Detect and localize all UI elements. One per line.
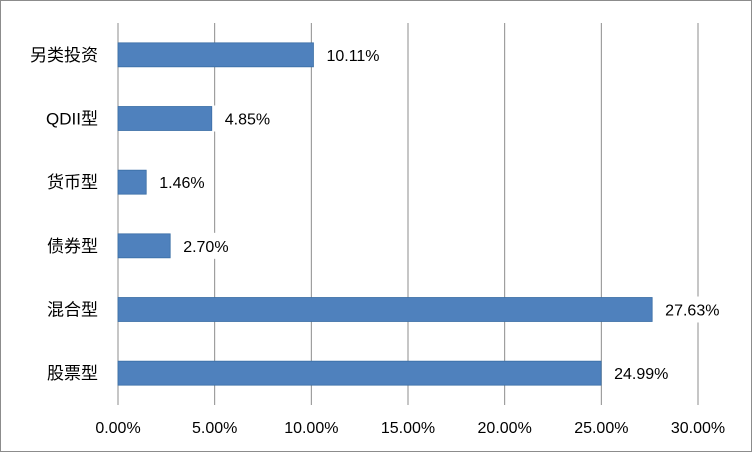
- x-tick-label: 20.00%: [478, 420, 532, 437]
- category-label: 债券型: [47, 237, 98, 256]
- x-tick-label: 10.00%: [284, 420, 338, 437]
- data-label: 2.70%: [183, 239, 228, 256]
- data-label-background: [212, 105, 270, 132]
- data-label-background: [147, 169, 205, 196]
- bar: [117, 42, 314, 68]
- bar: [117, 297, 653, 322]
- category-label: 另类投资: [30, 46, 98, 65]
- data-label-background: [314, 41, 381, 68]
- data-label-background: [171, 232, 229, 259]
- category-label: 股票型: [47, 364, 98, 383]
- category-label: 货币型: [47, 173, 98, 192]
- x-tick-label: 30.00%: [671, 420, 725, 437]
- data-label: 4.85%: [225, 112, 270, 129]
- bar: [117, 360, 602, 386]
- x-tick-label: 5.00%: [192, 420, 237, 437]
- x-tick-label: 25.00%: [574, 420, 628, 437]
- data-label-background: [653, 296, 720, 323]
- bar: [117, 169, 147, 195]
- data-label-background: [602, 360, 669, 387]
- x-tick-label: 0.00%: [95, 420, 140, 437]
- data-label: 27.63%: [665, 303, 719, 320]
- category-label: 混合型: [47, 301, 98, 320]
- data-label: 10.11%: [326, 48, 379, 65]
- data-label: 24.99%: [614, 366, 668, 383]
- data-label: 1.46%: [159, 175, 204, 192]
- x-tick-label: 15.00%: [381, 420, 435, 437]
- category-label: QDII型: [46, 110, 98, 129]
- bar: [117, 233, 171, 259]
- bar: [117, 106, 213, 131]
